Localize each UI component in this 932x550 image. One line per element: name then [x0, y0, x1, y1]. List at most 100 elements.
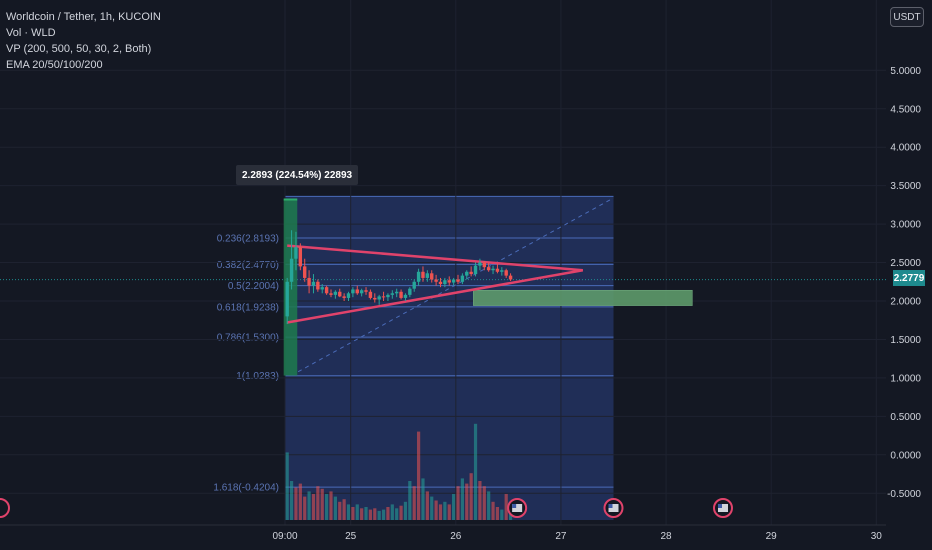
candle-body: [451, 279, 456, 283]
candle-body: [482, 262, 486, 268]
symbol-title[interactable]: Worldcoin / Tether, 1h, KUCOIN: [6, 11, 161, 23]
triangle-upper-line: [287, 244, 583, 272]
volume-bar: [355, 504, 359, 520]
candle-body: [486, 267, 491, 271]
volume-bar: [395, 508, 399, 520]
candle-body: [324, 287, 329, 294]
candle-body: [508, 275, 513, 280]
volume-bars: [285, 423, 513, 520]
candle-body: [504, 270, 508, 276]
volume-bar: [307, 491, 311, 520]
volume-bar: [465, 483, 469, 520]
candle-body: [342, 296, 346, 298]
price-tick-label: 0.0000: [890, 450, 921, 461]
candle-body: [469, 271, 473, 275]
volume-bar: [425, 491, 429, 520]
candle-body: [408, 288, 412, 295]
volume-bar: [316, 486, 320, 520]
event-flag-icon-canton: [512, 504, 517, 508]
volume-bar: [342, 499, 346, 520]
time-tick-label: 26: [450, 531, 462, 542]
volume-bar: [478, 481, 482, 520]
volume-bar: [421, 478, 425, 520]
volume-bar: [408, 481, 412, 520]
volume-bar: [500, 509, 504, 520]
measure-tooltip: 2.2893 (224.54%) 22893: [236, 165, 359, 185]
candlesticks: [285, 230, 513, 325]
candle-body: [394, 291, 399, 294]
volume-bar: [412, 486, 416, 520]
volume-bar: [447, 504, 451, 520]
volume-bar: [289, 481, 294, 520]
lightning-marker-icon: [0, 498, 10, 518]
candle-body: [465, 271, 469, 276]
candle-body: [456, 279, 460, 282]
event-flag-icon-body: [718, 504, 728, 512]
volume-bar: [438, 504, 443, 520]
fib-level-label: 0.786(1.5300): [217, 333, 279, 344]
volume-bar: [338, 501, 342, 520]
fibonacci-retracement[interactable]: 0.236(2.8193) 0.382(2.4770) 0.5(2.2004) 0.6…: [213, 195, 614, 520]
last-price-tag: 2.2779: [893, 270, 925, 286]
volume-bar: [381, 509, 386, 520]
volume-bar: [377, 510, 381, 520]
volume-bar: [452, 494, 456, 520]
candle-body: [311, 281, 316, 286]
currency-button[interactable]: USDT: [890, 7, 924, 27]
candle-body: [303, 266, 307, 278]
volume-bar: [294, 487, 298, 520]
price-tick-label: 3.0000: [890, 220, 921, 231]
volume-bar: [346, 504, 351, 520]
candle-body: [430, 273, 434, 280]
candle-body: [351, 289, 355, 294]
chart-drawings[interactable]: [283, 197, 693, 376]
candle-body: [500, 270, 504, 272]
candle-body: [307, 277, 311, 286]
time-tick-label: 30: [871, 531, 883, 542]
candle-body: [403, 294, 408, 298]
candle-body: [447, 280, 451, 283]
fib-level-label: 0.5(2.2004): [228, 281, 279, 292]
candle-body: [381, 296, 386, 298]
time-tick-label: 29: [766, 531, 778, 542]
volume-bar: [390, 504, 394, 520]
volume-bar: [460, 478, 464, 520]
candle-body: [491, 268, 495, 271]
candle-body: [316, 281, 320, 290]
price-tick-label: 3.5000: [890, 181, 921, 192]
chart-legend: Worldcoin / Tether, 1h, KUCOIN Vol · WLD…: [6, 9, 161, 73]
price-tick-label: 4.5000: [890, 104, 921, 115]
volume-bar: [473, 423, 478, 520]
candle-body: [294, 247, 298, 259]
time-tick-label: 27: [555, 531, 567, 542]
ema-indicator-label[interactable]: EMA 20/50/100/200: [6, 59, 103, 71]
event-flag-icon-canton: [718, 504, 722, 508]
volume-bar: [351, 507, 355, 520]
volume-bar: [403, 501, 408, 520]
fib-area: [285, 196, 614, 520]
volume-profile-indicator-label[interactable]: VP (200, 500, 50, 30, 2, Both): [6, 43, 152, 55]
candle-body: [438, 281, 443, 285]
volume-bar: [311, 494, 316, 520]
volume-bar: [495, 507, 500, 520]
volume-bar: [443, 501, 447, 520]
fib-level-label: 0.382(2.4770): [217, 260, 279, 271]
candle-body: [434, 279, 438, 282]
volume-bar: [487, 491, 491, 520]
support-zone: [473, 289, 693, 306]
chart-axes: 5.0000 4.5000 4.0000 3.5000 3.0000 2.5000 2.00…: [0, 66, 932, 550]
volume-bar: [360, 508, 364, 520]
volume-bar: [364, 507, 368, 520]
candle-body: [495, 268, 500, 272]
price-tick-label: 2.0000: [890, 297, 921, 308]
time-tick-label: 09:00: [272, 531, 297, 542]
event-flag-icon-canton: [608, 504, 613, 508]
event-flag-icon-body: [608, 504, 619, 512]
candle-body: [298, 247, 303, 267]
time-tick-label: 25: [345, 531, 357, 542]
event-markers[interactable]: [0, 498, 733, 518]
volume-indicator-label[interactable]: Vol · WLD: [6, 27, 56, 39]
fib-level-label: 1(1.0283): [236, 371, 279, 382]
price-tick-label: 2.5000: [890, 258, 921, 269]
